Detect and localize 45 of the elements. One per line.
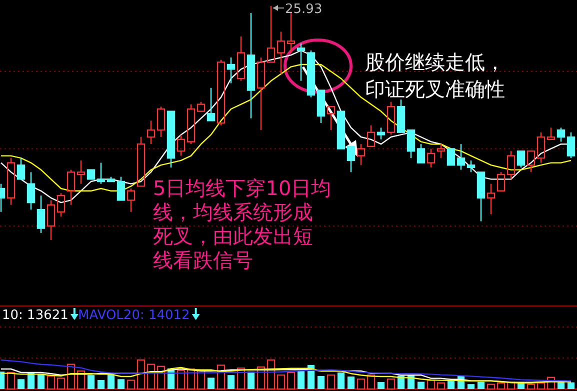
candlestick bbox=[86, 169, 96, 180]
bar bbox=[426, 380, 436, 390]
candlestick bbox=[96, 162, 106, 184]
text: 10: 13621 bbox=[2, 308, 68, 323]
bar bbox=[486, 384, 496, 390]
candlestick bbox=[36, 194, 46, 234]
candlestick bbox=[116, 176, 126, 201]
candlestick bbox=[486, 183, 496, 215]
candlestick bbox=[456, 143, 466, 170]
candlestick bbox=[406, 129, 416, 159]
candlestick bbox=[376, 127, 386, 140]
text: MAVOL20: 14012 bbox=[78, 308, 190, 323]
candlestick bbox=[276, 31, 286, 74]
candlestick bbox=[296, 42, 306, 82]
bar bbox=[526, 384, 536, 390]
candlestick bbox=[416, 143, 426, 164]
annotation: 5日均线下穿10日均线，均线系统形成死叉，由此发出短线看跌信号 bbox=[153, 176, 332, 272]
candlestick bbox=[16, 158, 26, 180]
candlestick bbox=[26, 172, 36, 210]
candlestick bbox=[556, 127, 566, 142]
bar bbox=[436, 382, 446, 390]
candlestick bbox=[346, 146, 356, 173]
annotation: 股价继续走低，印证死叉准确性 bbox=[365, 50, 505, 101]
bar bbox=[386, 378, 396, 390]
bar bbox=[496, 382, 506, 390]
bar bbox=[356, 378, 366, 390]
candlestick bbox=[226, 56, 236, 84]
bar bbox=[46, 375, 56, 390]
candlestick bbox=[566, 132, 576, 159]
candlestick bbox=[206, 87, 216, 122]
bar bbox=[536, 382, 546, 390]
bar bbox=[6, 372, 16, 390]
bar bbox=[136, 359, 146, 390]
candlestick bbox=[466, 160, 476, 173]
bar bbox=[56, 378, 66, 390]
bar bbox=[276, 374, 286, 390]
bar bbox=[326, 374, 336, 390]
candlestick bbox=[286, 12, 296, 54]
candlestick bbox=[516, 150, 526, 168]
annotation: 25.93 bbox=[285, 2, 322, 17]
bar bbox=[126, 380, 136, 390]
bar bbox=[176, 370, 186, 390]
candlestick bbox=[76, 160, 86, 184]
bar bbox=[286, 372, 296, 390]
candlestick bbox=[446, 148, 456, 166]
